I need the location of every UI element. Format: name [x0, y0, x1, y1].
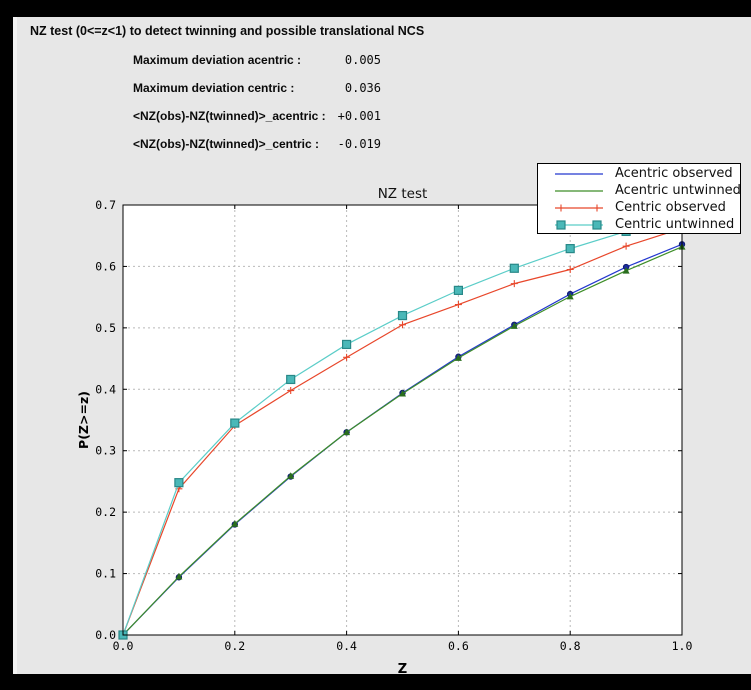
y-tick-label: 0.4: [95, 382, 116, 396]
legend-label: Centric untwinned: [615, 217, 735, 232]
chart-title: NZ test: [378, 186, 428, 202]
legend-label: Acentric observed: [615, 166, 733, 181]
stats-block: Maximum deviation acentric : 0.005 Maxim…: [133, 53, 381, 165]
stat-value: 0.036: [344, 81, 381, 95]
legend: Acentric observed Acentric untwinned Centr…: [537, 163, 741, 234]
x-tick-label: 0.6: [448, 639, 469, 653]
plot-window: NZ test (0<=z<1) to detect twinning and …: [13, 17, 751, 674]
stat-row-max-dev-acentric: Maximum deviation acentric : 0.005: [133, 53, 381, 81]
legend-item-centric-untwinned: Centric untwinned: [538, 216, 740, 233]
y-tick-label: 0.5: [95, 321, 116, 335]
legend-item-acentric-untwinned: Acentric untwinned: [538, 182, 741, 199]
x-axis-label: Z: [398, 662, 407, 674]
page-title: NZ test (0<=z<1) to detect twinning and …: [30, 24, 425, 38]
stat-label: <NZ(obs)-NZ(twinned)>_centric :: [133, 137, 320, 151]
stat-value: 0.005: [344, 53, 381, 67]
legend-sample-circle-line: [555, 172, 603, 175]
stat-label: Maximum deviation acentric :: [133, 53, 302, 67]
stat-row-nz-diff-centric: <NZ(obs)-NZ(twinned)>_centric : -0.019: [133, 137, 381, 165]
y-axis-label: P(Z>=z): [76, 391, 91, 449]
legend-label: Centric observed: [615, 200, 726, 215]
stat-value: -0.019: [337, 137, 381, 151]
stat-row-nz-diff-acentric: <NZ(obs)-NZ(twinned)>_acentric : +0.001: [133, 109, 381, 137]
stat-value: +0.001: [337, 109, 381, 123]
x-tick-label: 0.2: [224, 639, 245, 653]
plot-area: [123, 205, 682, 635]
stat-label: <NZ(obs)-NZ(twinned)>_acentric :: [133, 109, 326, 123]
axes-border: [122, 204, 683, 636]
x-tick-label: 0.8: [560, 639, 581, 653]
stat-row-max-dev-centric: Maximum deviation centric : 0.036: [133, 81, 381, 109]
y-tick-label: 0.1: [95, 567, 116, 581]
legend-label: Acentric untwinned: [615, 183, 741, 198]
legend-item-acentric-observed: Acentric observed: [538, 165, 740, 182]
x-tick-label: 0.4: [336, 639, 357, 653]
stat-label: Maximum deviation centric :: [133, 81, 295, 95]
y-tick-label: 0.6: [95, 259, 116, 273]
legend-item-centric-observed: Centric observed: [538, 199, 740, 216]
y-tick-label: 0.7: [95, 198, 116, 212]
x-tick-label: 0.0: [113, 639, 134, 653]
legend-sample-square-line: [555, 219, 603, 230]
y-tick-label: 0.0: [95, 628, 116, 642]
y-tick-label: 0.2: [95, 505, 116, 519]
x-tick-label: 1.0: [672, 639, 693, 653]
legend-sample-triangle-line: [555, 189, 603, 192]
y-tick-label: 0.3: [95, 444, 116, 458]
chart-svg: 0.0 0.2 0.4 0.6 0.8 1.0 0.0 0.1 0.2 0.3 0.4 0.5 0.6 0…: [76, 186, 693, 674]
legend-sample-plus-line: [555, 204, 603, 211]
